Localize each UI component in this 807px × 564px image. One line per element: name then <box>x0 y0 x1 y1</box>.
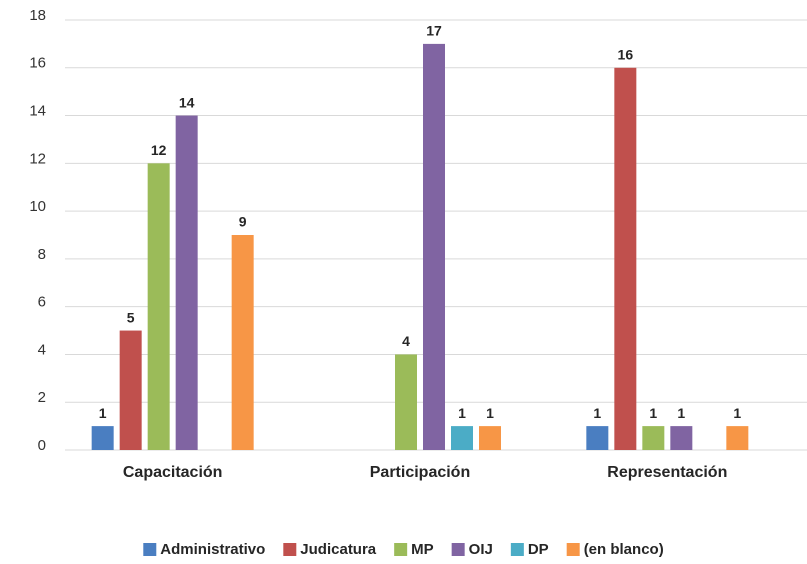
data-label: 4 <box>402 333 410 349</box>
y-tick-label: 16 <box>29 55 46 72</box>
legend-label: Judicatura <box>300 541 377 558</box>
legend-swatch <box>510 543 524 556</box>
legend-label: MP <box>411 541 434 558</box>
y-tick-label: 12 <box>29 150 46 167</box>
data-label: 12 <box>151 142 167 158</box>
bar <box>231 235 254 450</box>
data-label: 1 <box>677 405 685 421</box>
y-tick-label: 0 <box>38 437 46 454</box>
bar <box>147 163 170 451</box>
bar <box>670 426 693 450</box>
data-label: 1 <box>733 405 741 421</box>
y-tick-label: 8 <box>38 246 46 263</box>
bar <box>395 354 417 450</box>
y-tick-label: 10 <box>29 198 46 215</box>
legend-swatch <box>566 543 580 556</box>
bar <box>614 67 637 451</box>
legend-label: Administrativo <box>160 541 265 558</box>
data-label: 16 <box>618 46 634 62</box>
bar <box>642 426 665 450</box>
legend-label: OIJ <box>469 541 493 558</box>
data-label: 5 <box>127 309 135 325</box>
x-tick-label: Representación <box>607 464 727 481</box>
x-tick-label: Participación <box>370 464 470 481</box>
legend-swatch <box>451 543 465 556</box>
data-label: 9 <box>239 214 247 230</box>
y-tick-label: 4 <box>38 341 46 358</box>
data-label: 17 <box>426 23 442 39</box>
legend-swatch <box>143 543 157 556</box>
data-label: 14 <box>179 94 195 110</box>
y-tick-label: 2 <box>38 389 46 406</box>
data-label: 1 <box>458 405 466 421</box>
legend-swatch <box>394 543 408 556</box>
data-label: 1 <box>486 405 494 421</box>
y-tick-label: 14 <box>29 103 46 120</box>
data-label: 1 <box>649 405 657 421</box>
bar <box>175 115 198 451</box>
bar <box>451 426 473 450</box>
y-tick-label: 6 <box>38 294 46 311</box>
legend-swatch <box>283 543 297 556</box>
bar <box>119 330 142 450</box>
data-label: 1 <box>593 405 601 421</box>
legend-label: DP <box>528 541 549 558</box>
y-tick-label: 18 <box>29 7 46 24</box>
bar <box>726 426 749 450</box>
data-label: 1 <box>99 405 107 421</box>
x-tick-label: Capacitación <box>123 464 223 481</box>
legend-label: (en blanco) <box>584 541 664 558</box>
bar <box>586 426 609 450</box>
bar <box>423 43 445 451</box>
bar <box>479 426 501 450</box>
bar <box>91 426 114 450</box>
